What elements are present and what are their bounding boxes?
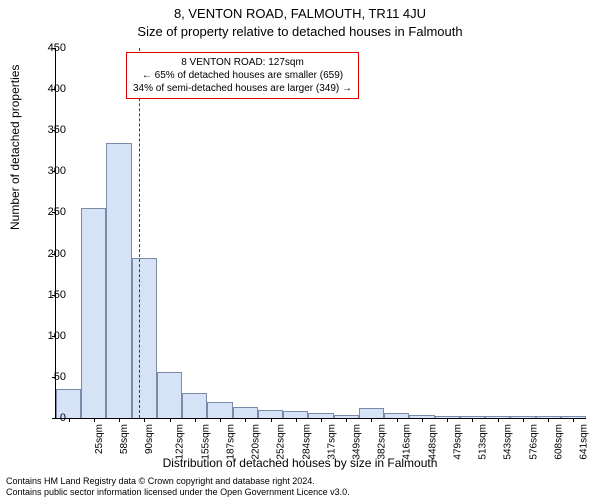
annotation-line: 8 VENTON ROAD: 127sqm	[133, 56, 352, 69]
x-tick-label: 448sqm	[427, 424, 438, 460]
y-tick-label: 100	[26, 330, 66, 342]
reference-line	[139, 48, 140, 418]
x-tick-label: 608sqm	[553, 424, 564, 460]
x-tick-label: 382sqm	[377, 424, 388, 460]
footer-line: Contains HM Land Registry data © Crown c…	[6, 476, 350, 487]
x-tick-label: 155sqm	[200, 424, 211, 460]
x-tick-mark	[371, 418, 372, 422]
y-tick-label: 350	[26, 124, 66, 136]
y-tick-label: 300	[26, 165, 66, 177]
histogram-bar	[207, 402, 232, 418]
x-tick-mark	[498, 418, 499, 422]
y-tick-label: 450	[26, 42, 66, 54]
x-tick-mark	[422, 418, 423, 422]
x-tick-mark	[548, 418, 549, 422]
x-tick-mark	[144, 418, 145, 422]
x-tick-mark	[346, 418, 347, 422]
x-tick-label: 122sqm	[175, 424, 186, 460]
y-tick-label: 150	[26, 289, 66, 301]
histogram-bar	[258, 410, 283, 418]
x-tick-label: 513sqm	[478, 424, 489, 460]
annotation-line: ← 65% of detached houses are smaller (65…	[133, 69, 352, 82]
x-tick-label: 317sqm	[326, 424, 337, 460]
histogram-bar	[359, 408, 384, 418]
y-tick-label: 0	[26, 412, 66, 424]
x-tick-mark	[170, 418, 171, 422]
reference-annotation: 8 VENTON ROAD: 127sqm ← 65% of detached …	[126, 52, 359, 99]
x-tick-mark	[94, 418, 95, 422]
chart-title-address: 8, VENTON ROAD, FALMOUTH, TR11 4JU	[0, 6, 600, 21]
histogram-bar	[182, 393, 207, 418]
x-tick-mark	[296, 418, 297, 422]
x-tick-mark	[271, 418, 272, 422]
x-tick-label: 416sqm	[402, 424, 413, 460]
x-tick-label: 576sqm	[528, 424, 539, 460]
x-tick-mark	[447, 418, 448, 422]
x-tick-mark	[69, 418, 70, 422]
histogram-bar	[157, 372, 182, 418]
x-tick-mark	[220, 418, 221, 422]
x-tick-label: 479sqm	[453, 424, 464, 460]
x-tick-label: 349sqm	[352, 424, 363, 460]
histogram-bar	[233, 407, 258, 419]
annotation-line: 34% of semi-detached houses are larger (…	[133, 82, 352, 95]
y-tick-label: 250	[26, 206, 66, 218]
x-tick-label: 641sqm	[579, 424, 590, 460]
x-tick-label: 252sqm	[276, 424, 287, 460]
x-tick-label: 58sqm	[119, 424, 130, 454]
x-tick-label: 284sqm	[301, 424, 312, 460]
x-tick-mark	[119, 418, 120, 422]
x-tick-mark	[523, 418, 524, 422]
y-tick-label: 50	[26, 371, 66, 383]
y-tick-label: 400	[26, 83, 66, 95]
histogram-bar	[132, 258, 157, 418]
x-tick-mark	[195, 418, 196, 422]
x-tick-label: 543sqm	[503, 424, 514, 460]
x-tick-label: 25sqm	[94, 424, 105, 454]
x-tick-mark	[245, 418, 246, 422]
y-tick-label: 200	[26, 248, 66, 260]
chart-container: { "titles": { "line1": "8, VENTON ROAD, …	[0, 0, 600, 500]
x-tick-mark	[573, 418, 574, 422]
y-axis-label: Number of detached properties	[8, 65, 22, 230]
x-tick-label: 187sqm	[225, 424, 236, 460]
x-tick-label: 90sqm	[144, 424, 155, 454]
plot-area: 8 VENTON ROAD: 127sqm ← 65% of detached …	[55, 48, 586, 419]
x-tick-mark	[321, 418, 322, 422]
footer-attribution: Contains HM Land Registry data © Crown c…	[6, 476, 350, 498]
x-tick-mark	[397, 418, 398, 422]
x-tick-mark	[472, 418, 473, 422]
chart-title-description: Size of property relative to detached ho…	[0, 24, 600, 39]
histogram-bar	[81, 208, 106, 418]
footer-line: Contains public sector information licen…	[6, 487, 350, 498]
histogram-bar	[106, 143, 131, 418]
x-tick-label: 220sqm	[251, 424, 262, 460]
